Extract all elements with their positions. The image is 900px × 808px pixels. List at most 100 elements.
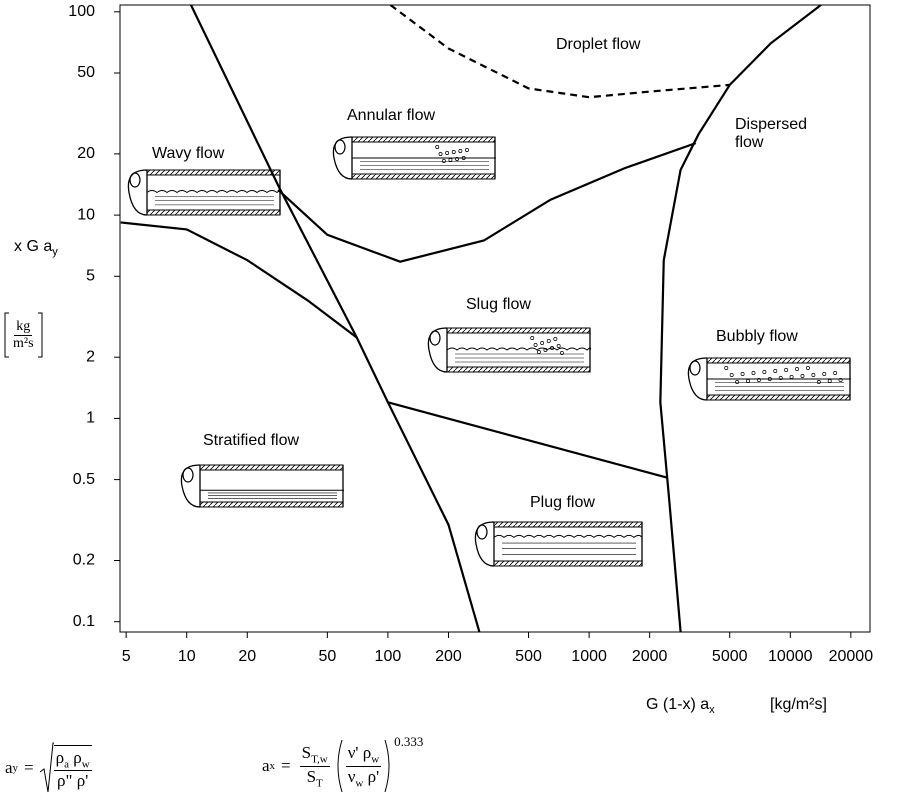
paren	[384, 739, 390, 793]
pipe-body	[433, 328, 590, 372]
pipe-illustration	[180, 464, 345, 508]
x-tick-label: 200	[435, 648, 462, 665]
region-label: Plug flow	[530, 494, 595, 511]
f-exp: 0.333	[394, 734, 424, 749]
plot-frame	[119, 4, 871, 633]
boundary-line	[120, 221, 358, 339]
pipe-bubble	[833, 371, 838, 375]
pipe-bubble	[735, 380, 740, 384]
pipe-bubble	[441, 159, 446, 163]
pipe-illustration	[687, 357, 852, 401]
y-unit: kg m²s	[4, 312, 43, 358]
pipe-wall	[446, 327, 591, 334]
pipe-wall	[351, 136, 496, 143]
pipe-wall	[146, 169, 281, 176]
pipe-bubble	[784, 368, 789, 372]
pipe-bubble	[448, 158, 453, 162]
f-sub: w	[355, 776, 364, 789]
x-axis-label: G (1-x) ax	[646, 696, 715, 716]
x-label-sub: x	[709, 704, 715, 717]
y-tick-label: 0.1	[73, 613, 95, 630]
bracket	[4, 312, 9, 358]
pipe-bubble	[458, 149, 463, 153]
region-label: Wavy flow	[152, 145, 225, 162]
y-tick-label: 20	[77, 145, 95, 162]
pipe-wall	[706, 394, 851, 401]
pipe-curl	[476, 524, 488, 540]
pipe-bubble	[773, 369, 778, 373]
pipe-bubble	[445, 151, 450, 155]
pipe-curl	[129, 172, 141, 188]
y-tick-label: 10	[77, 206, 95, 223]
pipe-bubble	[724, 366, 729, 370]
boundary-line	[277, 142, 697, 263]
region-label: Slug flow	[466, 296, 531, 313]
pipe-wall	[146, 209, 281, 216]
pipe-bubble	[550, 346, 555, 350]
boundary-line	[659, 5, 822, 632]
pipe-bubble	[530, 336, 535, 340]
f-text: ρ" ρ'	[57, 771, 89, 791]
pipe-curl	[689, 360, 701, 376]
region-label: Annular flow	[347, 107, 436, 124]
pipe-curl	[182, 467, 194, 483]
f-text: ρ	[73, 747, 82, 767]
pipe-bubble	[762, 370, 767, 374]
pipe-bubble	[751, 371, 756, 375]
y-unit-num: kg	[14, 318, 33, 336]
pipe-bubble	[805, 366, 810, 370]
x-tick-label: 5	[122, 648, 131, 665]
boundary-line	[387, 401, 669, 479]
x-unit: [kg/m²s]	[770, 696, 827, 713]
pipe-end	[474, 521, 643, 567]
sqrt	[39, 742, 54, 793]
boundary-line	[389, 5, 730, 99]
pipe-bubble	[546, 339, 551, 343]
pipe-bubble	[740, 372, 745, 376]
pipe-wall	[493, 560, 643, 567]
pipe-bubble	[822, 372, 827, 376]
y-axis-label: x G ay	[14, 238, 58, 258]
pipe-bubble	[789, 375, 794, 379]
pipe-bubble	[811, 373, 816, 377]
pipe-bubble	[461, 156, 466, 160]
pipe-wall	[199, 464, 344, 471]
y-tick-label: 1	[86, 410, 95, 427]
y-label-sub: y	[52, 246, 58, 259]
f-sub: a	[64, 758, 70, 771]
f-text: S	[306, 766, 317, 786]
pipe-bubble	[816, 380, 821, 384]
f-sub: T	[316, 776, 323, 789]
f-text: ρ	[55, 747, 65, 767]
x-tick-label: 1000	[571, 648, 607, 665]
pipe-bubble	[827, 379, 832, 383]
pipe-bubble	[560, 351, 564, 355]
pipe-end	[180, 464, 344, 508]
f-sub: w	[371, 753, 380, 766]
pipe-bubble	[543, 348, 548, 352]
pipe-illustration	[332, 136, 497, 180]
pipe-illustration	[474, 521, 643, 567]
y-tick-label: 100	[68, 3, 95, 20]
f-text: a	[262, 756, 270, 775]
pipe-illustration	[127, 169, 282, 216]
pipe-illustration	[427, 327, 592, 373]
x-tick-label: 500	[515, 648, 542, 665]
f-text: a	[5, 758, 13, 777]
f-text: S	[301, 743, 312, 763]
pipe-curl	[334, 139, 346, 155]
pipe-bubble	[746, 379, 750, 383]
region-label: Bubbly flow	[716, 328, 798, 345]
bracket	[37, 312, 43, 358]
x-label-text: G (1-x) a	[646, 696, 710, 713]
f-text: ν' ρ	[347, 743, 372, 763]
region-label: Droplet flow	[556, 36, 641, 53]
x-tick-label: 10	[178, 648, 196, 665]
x-tick-label: 2000	[632, 648, 668, 665]
pipe-body	[480, 522, 642, 566]
x-tick-label: 20000	[829, 648, 874, 665]
